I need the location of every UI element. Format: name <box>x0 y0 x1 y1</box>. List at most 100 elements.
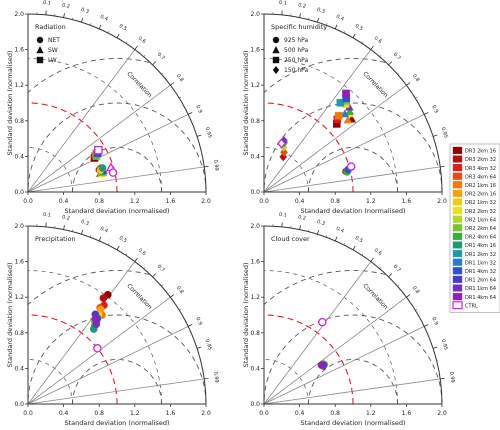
data-point-circle <box>98 164 107 172</box>
corr-minor-tick <box>98 26 101 29</box>
color-legend-label: DR3 2km 16 <box>465 149 496 155</box>
corr-tick-label: 0.95 <box>204 339 213 351</box>
corr-minor-tick <box>125 41 128 44</box>
reference-std-arc <box>263 314 354 405</box>
corr-tick-label: 0.1 <box>43 0 52 7</box>
corr-tick <box>440 377 445 380</box>
corr-minor-tick <box>116 247 119 250</box>
data-point-circle <box>317 361 326 369</box>
corr-minor-tick <box>188 113 191 115</box>
y-tick-label: 1.2 <box>250 82 260 89</box>
x-tick-label: 2.0 <box>437 198 447 205</box>
color-legend-swatch <box>452 232 463 240</box>
x-tick-label: 0.8 <box>330 410 340 417</box>
correlation-line <box>263 378 441 405</box>
x-tick-label: 1.2 <box>366 410 376 417</box>
outer-arc <box>27 225 207 405</box>
y-tick-label: 1.2 <box>14 82 24 89</box>
corr-tick-label: 0.4 <box>335 14 345 23</box>
data-point-diamond <box>277 138 287 149</box>
color-legend-swatch <box>452 241 463 249</box>
reference-std-arc <box>27 102 118 193</box>
color-legend-label: DR3 2km 32 <box>465 157 496 163</box>
rms-arc <box>263 102 443 193</box>
corr-tick-label: 0.5 <box>118 235 128 244</box>
rms-arc <box>72 147 162 192</box>
correlation-line <box>27 326 189 405</box>
corr-minor-tick <box>433 347 436 349</box>
correlation-axis-label: Correlation <box>125 70 153 99</box>
corr-minor-tick <box>98 238 101 241</box>
y-tick-label: 2.0 <box>250 223 260 230</box>
corr-minor-tick <box>152 63 155 66</box>
corr-minor-tick <box>406 83 409 86</box>
corr-minor-tick <box>334 26 337 29</box>
rms-arc <box>27 314 207 405</box>
correlation-line <box>263 261 372 405</box>
color-legend-label: DR2 4km 64 <box>465 235 496 241</box>
corr-tick-label: 0.5 <box>354 235 364 244</box>
data-point-circle <box>108 168 118 177</box>
corr-tick-label: 0.99 <box>448 371 456 383</box>
taylor-panel-4: 0.0 0.0 0.4 0.4 0.8 0.8 1.2 1.2 1.6 1.6 2.0 2.0 0.1 0… <box>242 212 456 427</box>
corr-minor-tick <box>361 41 364 44</box>
marker-legend-label: 150 hPa <box>284 67 309 74</box>
x-tick-label: 0.0 <box>259 198 269 205</box>
corr-minor-tick <box>424 113 427 115</box>
y-tick-label: 0.4 <box>14 365 24 372</box>
corr-tick-label: 0.8 <box>175 73 185 83</box>
corr-tick-label: 0.1 <box>43 212 52 219</box>
color-legend-swatch <box>452 189 463 197</box>
corr-minor-tick <box>308 17 310 20</box>
color-legend-label: DR2 2km 64 <box>465 226 496 232</box>
color-legend-label: DR1 1km 64 <box>465 286 496 292</box>
corr-tick-label: 0.4 <box>99 14 109 23</box>
x-tick-label: 2.0 <box>437 410 447 417</box>
correlation-line <box>263 166 441 193</box>
corr-tick-label: 0.5 <box>354 23 364 32</box>
data-point-triangle <box>345 107 355 115</box>
corr-minor-tick <box>143 266 146 269</box>
y-tick-label: 1.6 <box>250 47 260 54</box>
y-tick-label: 2.0 <box>14 223 24 230</box>
corr-tick-label: 0.2 <box>61 2 70 9</box>
data-point-circle <box>99 294 108 302</box>
marker-legend-label: NET <box>48 37 60 44</box>
corr-minor-tick <box>90 235 92 238</box>
corr-minor-tick <box>179 96 182 99</box>
corr-minor-tick <box>197 347 200 349</box>
marker-legend-label: 925 hPa <box>284 37 309 44</box>
panel-title: Cloud cover <box>271 235 310 243</box>
corr-tick-label: 0.1 <box>279 212 288 219</box>
legend-triangle-marker <box>272 46 280 54</box>
color-legend-swatch <box>452 258 463 266</box>
corr-minor-tick <box>72 17 74 20</box>
corr-tick-label: 0.9 <box>194 316 203 326</box>
color-legend-label: DR2 2km 32 <box>465 209 496 215</box>
corr-tick-label: 0.9 <box>430 316 439 326</box>
legend-square-marker <box>36 56 44 64</box>
color-legend-label: DR3 4km 32 <box>465 166 496 172</box>
corr-minor-tick <box>334 238 337 241</box>
corr-minor-tick <box>308 229 310 232</box>
color-legend-label: DR2 1km 16 <box>465 183 496 189</box>
corr-minor-tick <box>143 54 146 57</box>
color-legend-label: DR1 2km 32 <box>465 252 496 258</box>
x-tick-label: 0.4 <box>295 198 305 205</box>
color-legend-swatch <box>452 267 463 275</box>
x-tick-label: 1.6 <box>402 198 412 205</box>
y-tick-label: 0.4 <box>250 153 260 160</box>
std-arc <box>263 359 309 405</box>
corr-minor-tick <box>388 275 391 278</box>
corr-tick-label: 0.6 <box>137 247 147 257</box>
color-legend-swatch <box>452 275 463 283</box>
corr-tick-label: 0.6 <box>137 35 147 45</box>
y-tick-label: 1.2 <box>250 294 260 301</box>
y-tick-label: 0.8 <box>14 330 24 337</box>
legend-circle-marker <box>272 36 280 44</box>
color-legend-swatch <box>452 301 463 310</box>
correlation-line <box>27 378 205 405</box>
color-legend-label: DR1 2km 64 <box>465 278 496 284</box>
y-tick-label: 1.6 <box>14 47 24 54</box>
data-point-square <box>94 145 103 155</box>
